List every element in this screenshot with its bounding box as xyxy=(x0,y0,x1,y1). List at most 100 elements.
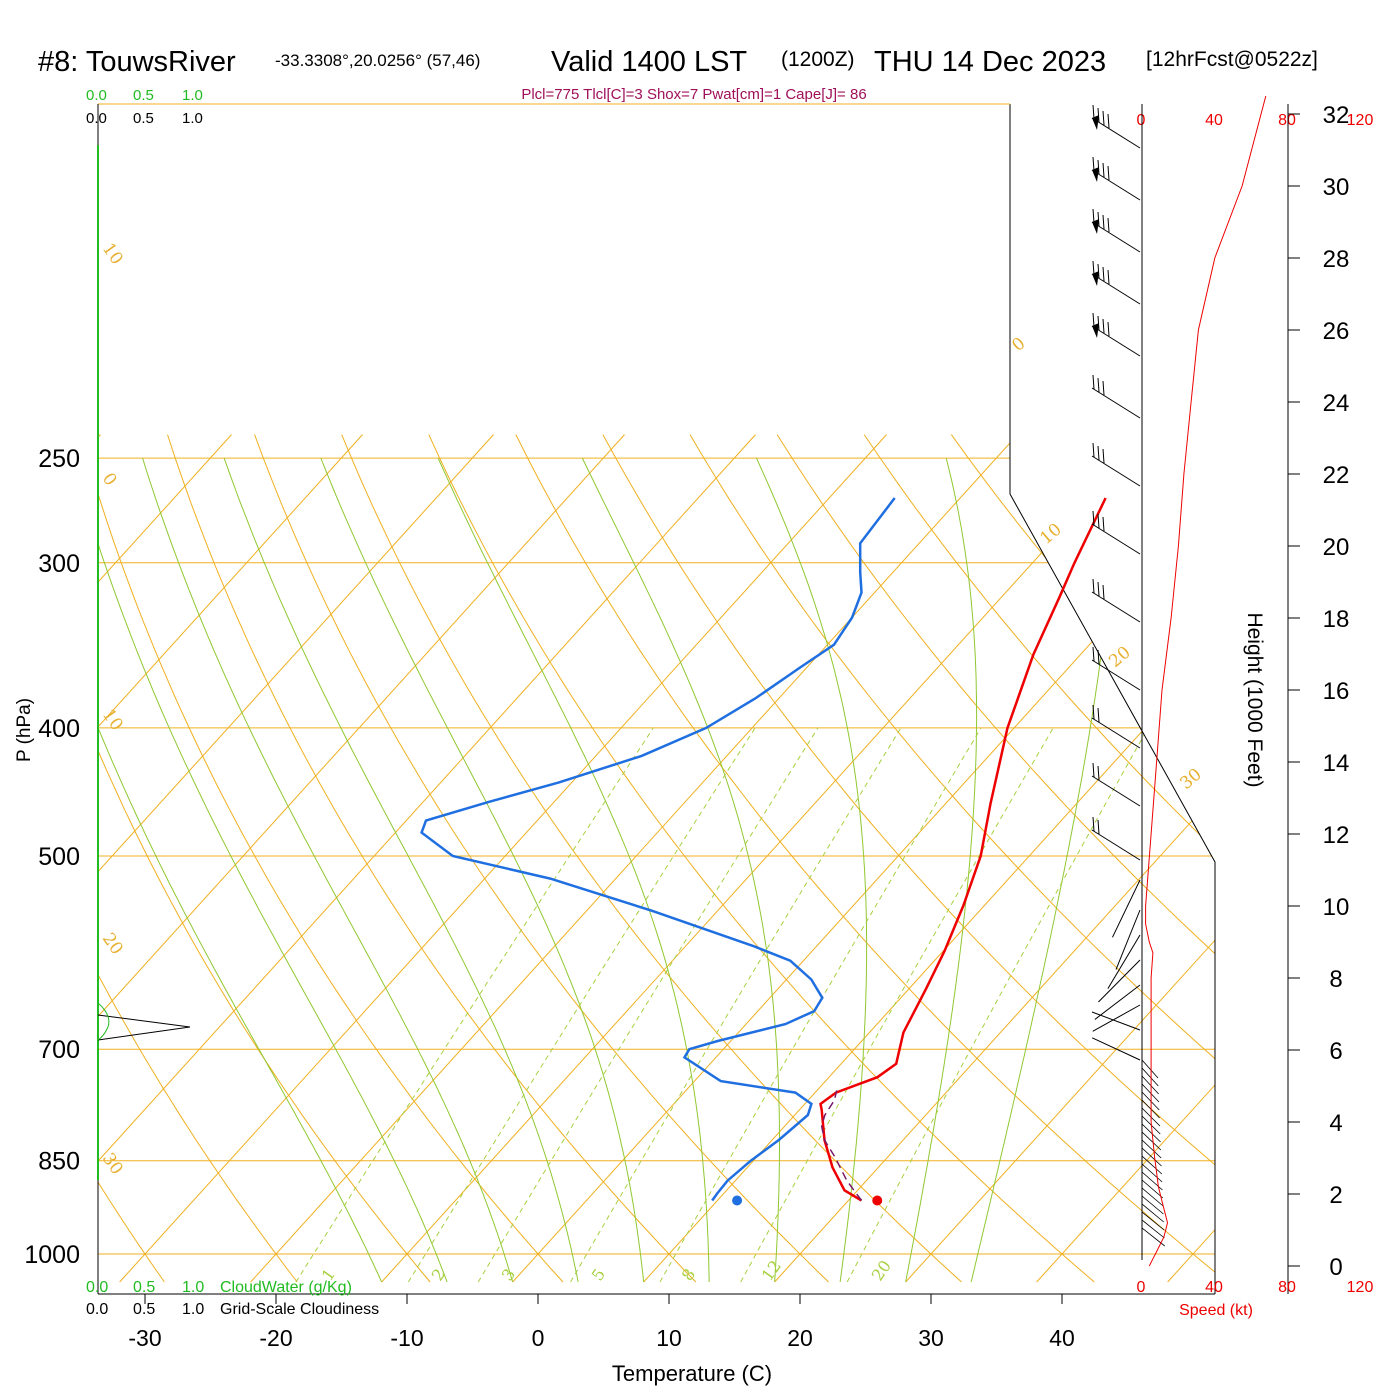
height-tick-30: 30 xyxy=(1323,174,1350,201)
pressure-tick-400: 400 xyxy=(38,715,80,743)
barb-feather xyxy=(1092,260,1095,276)
dry-adiabat xyxy=(602,434,1215,1283)
isotherm-label: 0 xyxy=(98,469,121,489)
moist-adiabat xyxy=(320,457,645,1283)
barb-feather xyxy=(1097,819,1100,835)
barb-staff xyxy=(1091,659,1141,691)
cloudiness-bottom-label: Grid-Scale Cloudiness xyxy=(220,1301,379,1318)
temperature-tick--10: -10 xyxy=(390,1325,423,1351)
temperature-axis-labels: -30 -20 -10 0 10 20 30 40 xyxy=(128,1294,1075,1351)
wind-barb xyxy=(1141,1147,1162,1167)
dry-adiabat xyxy=(98,434,298,1283)
pressure-tick-1000: 1000 xyxy=(24,1241,80,1269)
wind-barb xyxy=(1091,704,1141,749)
wind-barb xyxy=(1141,1123,1161,1143)
mixing-ratio-line xyxy=(846,727,1149,1283)
speed-top-80: 80 xyxy=(1278,112,1296,129)
surface-temperature-dot xyxy=(872,1195,883,1206)
pressure-tick-850: 850 xyxy=(38,1148,80,1176)
wind-speed-line xyxy=(1145,95,1267,1267)
dry-adiabat xyxy=(98,434,564,1283)
cloudwater-bottom-1: 1.0 xyxy=(182,1279,204,1296)
cloudiness-top-0: 0.0 xyxy=(86,110,107,127)
wind-barb xyxy=(1141,1155,1163,1175)
wind-barbs xyxy=(1091,104,1165,1247)
speed-bottom-40: 40 xyxy=(1205,1279,1223,1296)
height-tick-24: 24 xyxy=(1323,390,1350,417)
wind-barb xyxy=(1091,312,1141,357)
barb-feather xyxy=(1107,269,1110,285)
isotherm-line xyxy=(250,434,1018,1283)
dry-adiabat xyxy=(98,434,165,1283)
barb-feather xyxy=(1092,312,1095,328)
barb-pennant xyxy=(1092,167,1099,182)
barb-feather xyxy=(1092,704,1095,720)
cloudwater-top-05: 0.5 xyxy=(133,87,154,104)
background-lines xyxy=(98,434,1400,1283)
wind-barb xyxy=(1091,816,1141,861)
barb-feather xyxy=(1102,162,1105,178)
isotherm-line xyxy=(98,434,232,1283)
wind-barb xyxy=(1091,1011,1141,1031)
barb-feather xyxy=(1097,211,1100,227)
temperature-tick--20: -20 xyxy=(259,1325,292,1351)
isotherm-line xyxy=(643,434,1215,1283)
barb-feather xyxy=(1092,442,1095,458)
mixing-ratio-label: 2 xyxy=(428,1265,449,1284)
stability-indices: Plcl=775 Tlcl[C]=3 Shox=7 Pwat[cm]=1 Cap… xyxy=(521,86,866,103)
station-title: #8: TouwsRiver xyxy=(38,46,236,78)
isotherm-line xyxy=(1167,434,1215,1283)
isotherm-line xyxy=(1299,435,1400,1282)
dry-adiabat xyxy=(1212,434,1215,1283)
wind-barb xyxy=(1091,104,1141,149)
isotherm-line xyxy=(512,434,1215,1283)
surface-dewpoint-dot xyxy=(732,1195,743,1206)
barb-staff xyxy=(1091,117,1141,149)
sounding-traces xyxy=(420,497,1107,1206)
barb-feather xyxy=(1092,156,1095,172)
barb-feather xyxy=(1097,377,1100,393)
height-tick-28: 28 xyxy=(1323,246,1350,273)
dry-adiabat xyxy=(863,434,1215,1283)
barb-feather xyxy=(1097,649,1100,665)
barb-feather xyxy=(1097,107,1100,123)
mixing-ratio-line xyxy=(295,727,654,1283)
cloudwater-top-1: 1.0 xyxy=(182,87,203,104)
isotherm-line xyxy=(98,434,494,1283)
height-tick-4: 4 xyxy=(1329,1110,1342,1137)
barb-staff xyxy=(1091,775,1141,807)
wind-barb xyxy=(1141,1163,1163,1183)
barb-feather xyxy=(1097,513,1100,529)
isotherm-label: 20 xyxy=(1105,643,1134,672)
wind-barb xyxy=(1141,1059,1159,1079)
dry-adiabat xyxy=(254,434,829,1283)
parcel-trace xyxy=(820,1090,863,1201)
temperature-tick--30: -30 xyxy=(128,1325,161,1351)
valid-zulu: (1200Z) xyxy=(781,48,855,71)
temperature-tick-0: 0 xyxy=(532,1325,545,1351)
barb-feather xyxy=(1107,217,1110,233)
barb-feather xyxy=(1107,113,1110,129)
wind-barb xyxy=(1141,1131,1162,1151)
barb-feather xyxy=(1102,516,1105,532)
valid-date: THU 14 Dec 2023 xyxy=(874,46,1106,78)
dry-adiabat xyxy=(950,434,1215,1283)
moist-adiabat xyxy=(756,457,868,1283)
cloudiness-top-05: 0.5 xyxy=(133,110,154,127)
wind-speed-profile xyxy=(1145,95,1267,1267)
barb-feather xyxy=(1092,816,1095,832)
isotherm-line xyxy=(381,434,1149,1283)
barb-pennant xyxy=(1092,271,1099,286)
temperature-tick-10: 10 xyxy=(656,1325,682,1351)
isotherm-labels: 10 0 10 20 30 0 10 20 30 xyxy=(98,239,1206,1178)
barb-staff xyxy=(1091,387,1141,419)
isotherm-line xyxy=(774,434,1215,1283)
temperature-trace xyxy=(819,497,1107,1202)
wind-barb xyxy=(1141,1067,1159,1087)
moist-adiabat xyxy=(970,458,1118,1283)
cloudiness-bottom-0: 0.0 xyxy=(86,1301,108,1318)
wind-barb xyxy=(1112,879,1141,938)
pressure-axis-title: P (hPa) xyxy=(14,698,35,762)
cloudiness-top-1: 1.0 xyxy=(182,110,203,127)
